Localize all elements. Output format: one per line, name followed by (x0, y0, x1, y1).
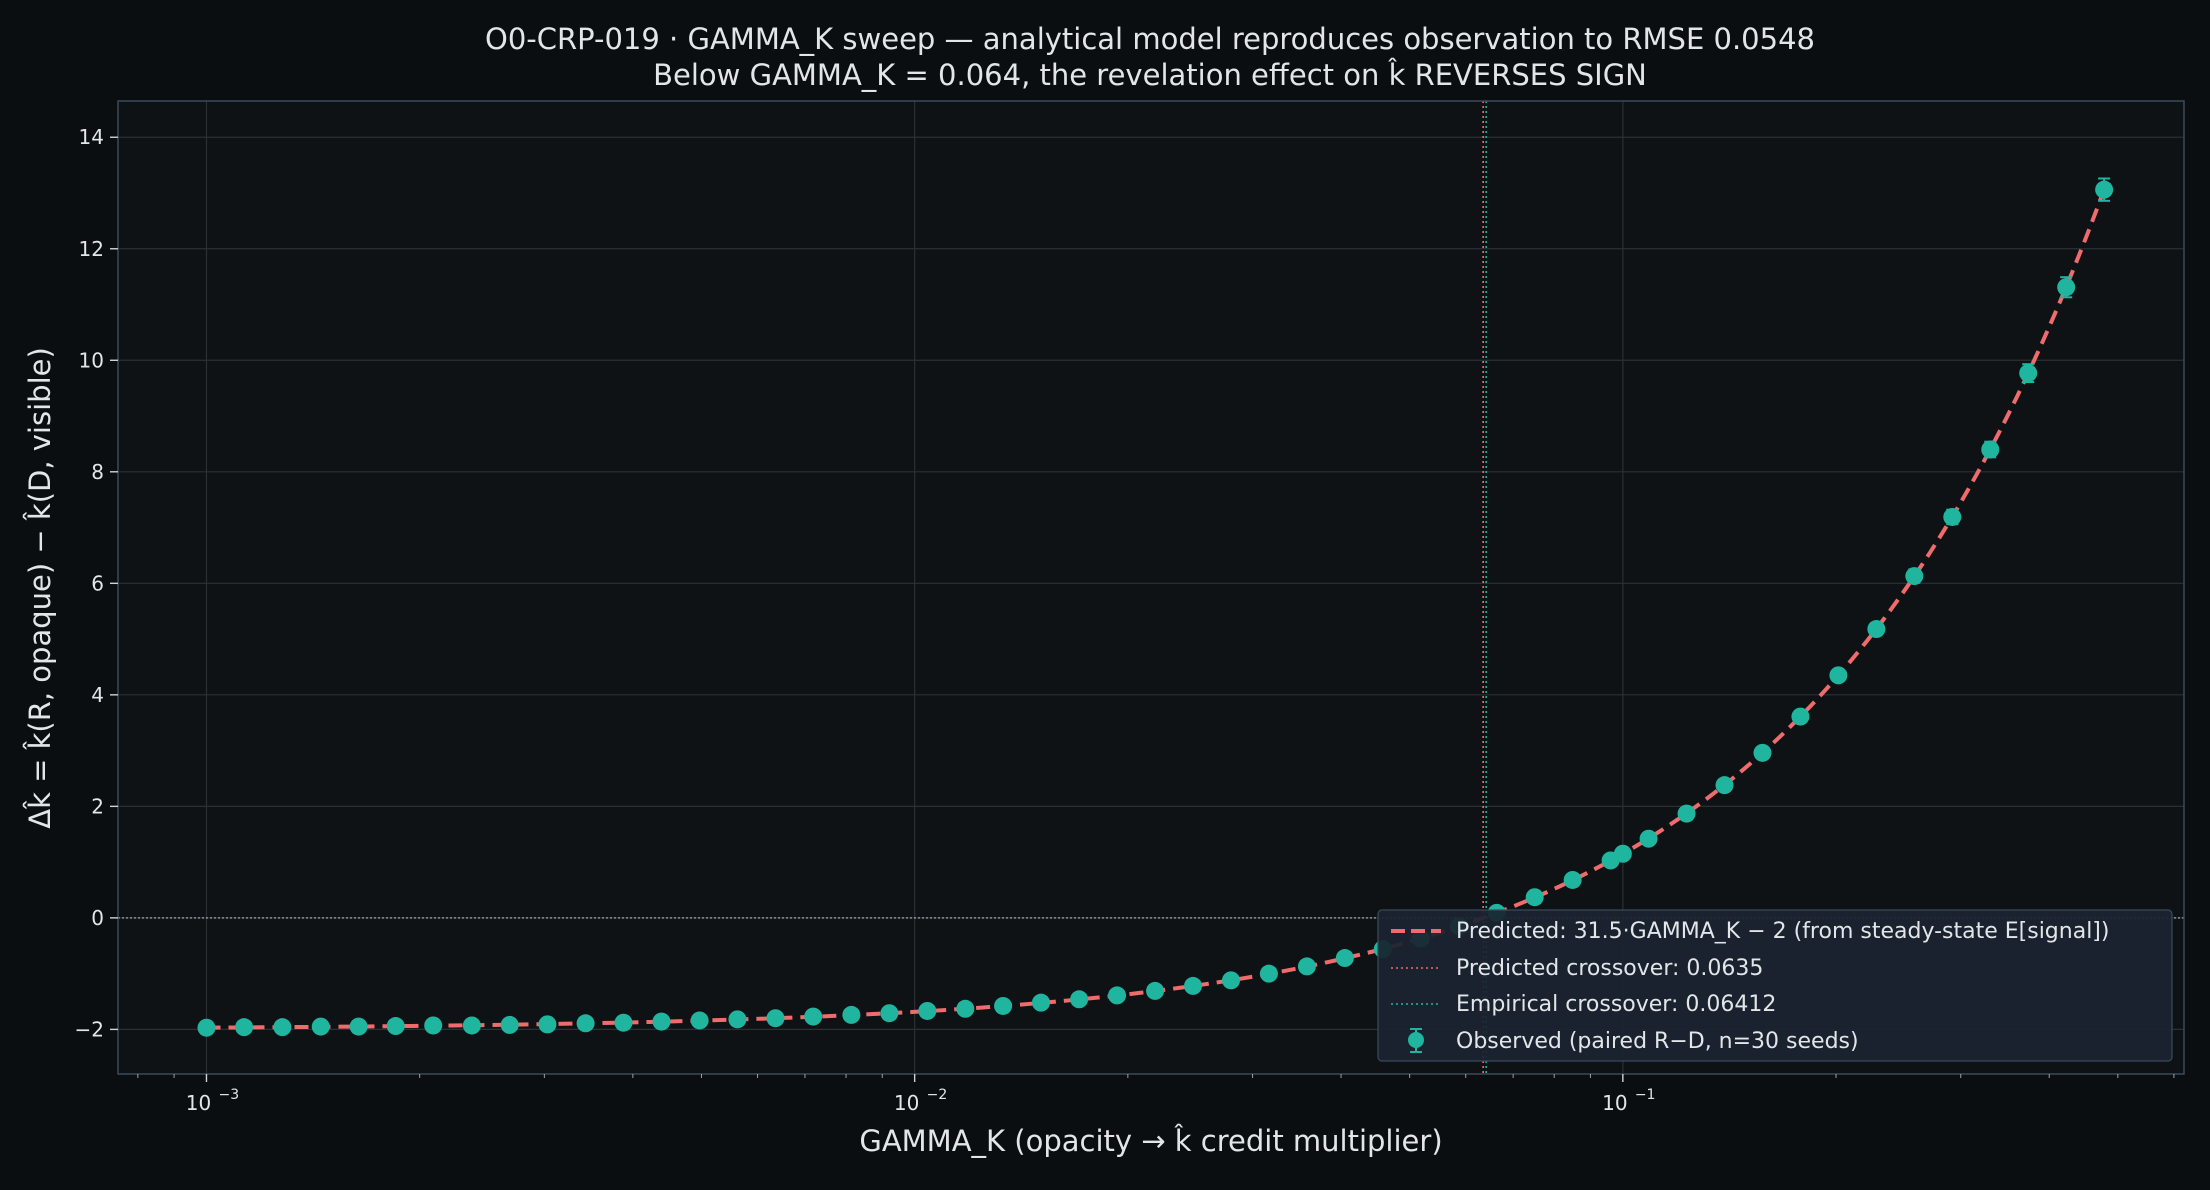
chart-title: O0-CRP-019 · GAMMA_K sweep — analytical … (485, 22, 1815, 56)
observed-point (1146, 981, 1165, 1000)
observed-point (1563, 870, 1582, 889)
observed-point (766, 1009, 785, 1028)
chart-subtitle: Below GAMMA_K = 0.064, the revelation ef… (653, 58, 1647, 92)
observed-point (462, 1016, 481, 1035)
observed-point (235, 1018, 254, 1037)
observed-point (1297, 957, 1316, 976)
observed-point (1259, 964, 1278, 983)
observed-point (804, 1007, 823, 1026)
legend-empirical-crossover-label: Empirical crossover: 0.06412 (1456, 992, 1776, 1017)
observed-point (273, 1018, 292, 1037)
observed-point (2057, 278, 2076, 297)
observed-point (424, 1016, 443, 1035)
observed-point (918, 1001, 937, 1020)
y-axis-label: Δk̂ = k̂(R, opaque) − k̂(D, visible) (23, 347, 57, 829)
observed-point (538, 1015, 557, 1034)
observed-point (956, 999, 975, 1018)
y-tick-label: 4 (91, 683, 104, 707)
x-axis-label: GAMMA_K (opacity → k̂ credit multiplier) (859, 1124, 1442, 1158)
y-tick-label: 0 (91, 906, 104, 930)
observed-point (1677, 804, 1696, 823)
observed-point (1613, 844, 1632, 863)
observed-point (197, 1018, 216, 1037)
observed-point (2095, 180, 2114, 199)
observed-point (1222, 971, 1241, 990)
observed-point (1981, 440, 2000, 459)
observed-point (842, 1005, 861, 1024)
legend-box (1377, 909, 2173, 1062)
observed-point (1032, 993, 1051, 1012)
x-tick-label-exponent: −1 (1635, 1087, 1656, 1103)
observed-point (311, 1017, 330, 1036)
observed-point (1791, 707, 1810, 726)
plot-frame (117, 100, 2185, 1075)
y-tick-label: 2 (91, 794, 104, 818)
observed-point (1829, 666, 1848, 685)
observed-point (2019, 364, 2038, 383)
y-tick-label: 12 (79, 237, 104, 261)
x-tick-label: 10 (894, 1091, 919, 1115)
observed-point (386, 1017, 405, 1036)
axis-ticks: 10 −3 10 −2 10 −1 −2 0 2 4 6 8 10 12 14 (75, 125, 2175, 1115)
observed-point (349, 1017, 368, 1036)
observed-point (576, 1014, 595, 1033)
legend-observed-marker (1408, 1032, 1424, 1048)
observed-point (500, 1015, 519, 1034)
y-tick-label: 8 (91, 460, 104, 484)
legend-predicted-label: Predicted: 31.5·GAMMA_K − 2 (from steady… (1456, 919, 2109, 944)
observed-point (1943, 507, 1962, 526)
x-tick-label: 10 (186, 1091, 211, 1115)
x-tick-label: 10 (1602, 1091, 1627, 1115)
observed-point (1525, 888, 1544, 907)
observed-point (1108, 986, 1127, 1005)
observed-point (1753, 743, 1772, 762)
x-tick-label-exponent: −3 (218, 1087, 239, 1103)
legend-observed-label: Observed (paired R−D, n=30 seeds) (1456, 1029, 1859, 1054)
y-tick-label: −2 (75, 1017, 104, 1041)
legend: Predicted: 31.5·GAMMA_K − 2 (from steady… (1377, 909, 2173, 1062)
observed-point (652, 1012, 671, 1031)
observed-point (1184, 976, 1203, 995)
observed-point (880, 1004, 899, 1023)
observed-point (994, 996, 1013, 1015)
observed-point (1905, 567, 1924, 586)
observed-point (1639, 829, 1658, 848)
observed-point (1070, 990, 1089, 1009)
y-tick-label: 10 (79, 348, 104, 372)
legend-predicted-crossover-label: Predicted crossover: 0.0635 (1456, 956, 1763, 981)
observed-point (728, 1010, 747, 1029)
observed-point (614, 1013, 633, 1032)
observed-point (1867, 620, 1886, 639)
x-tick-label-exponent: −2 (927, 1087, 948, 1103)
observed-point (1715, 776, 1734, 795)
observed-point (1335, 949, 1354, 968)
y-tick-label: 6 (91, 571, 104, 595)
observed-point (690, 1011, 709, 1030)
y-tick-label: 14 (79, 125, 104, 149)
